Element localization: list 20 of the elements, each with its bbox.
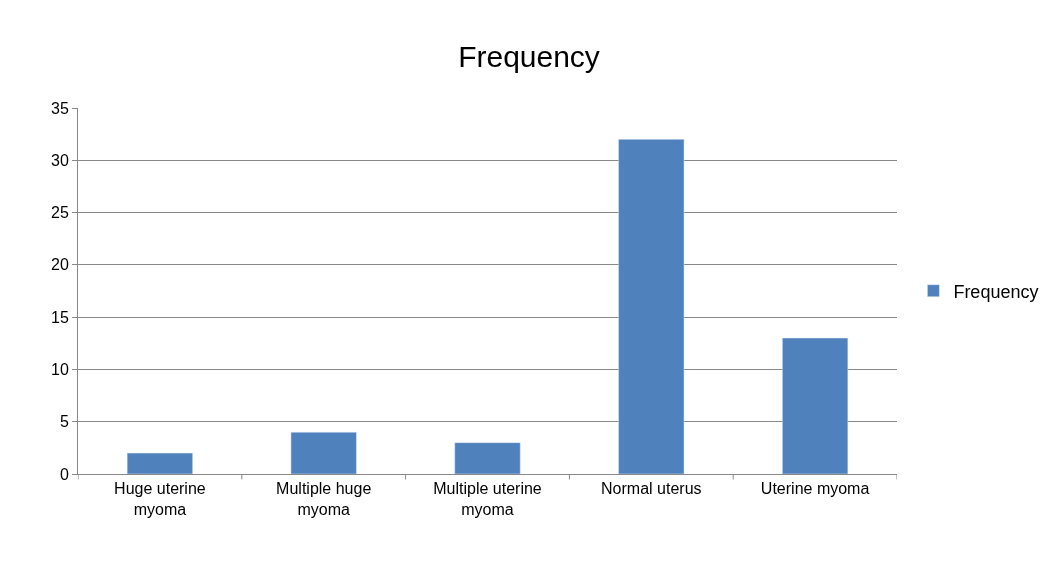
y-tick-label: 35 bbox=[51, 99, 69, 117]
y-tick-label: 25 bbox=[51, 204, 69, 222]
y-tick-label: 30 bbox=[51, 151, 69, 169]
x-tick-label: Normal uterus bbox=[601, 480, 702, 498]
bar bbox=[290, 431, 357, 474]
x-tick-label: Multiple uterine myoma bbox=[433, 480, 542, 518]
y-tick-label: 20 bbox=[51, 256, 69, 274]
y-tick-label: 0 bbox=[59, 465, 69, 483]
y-tick-label: 15 bbox=[51, 308, 69, 326]
x-tick-label: Multiple huge myoma bbox=[276, 480, 372, 518]
bar bbox=[454, 442, 521, 474]
y-tick-label: 5 bbox=[59, 413, 69, 431]
bar bbox=[126, 452, 193, 474]
x-tick-label: Uterine myoma bbox=[760, 480, 870, 498]
legend-label: Frequency bbox=[953, 281, 1039, 302]
bar bbox=[782, 337, 849, 474]
y-tick-label: 10 bbox=[51, 361, 69, 379]
bar bbox=[618, 139, 685, 474]
x-tick-label: Huge uterine myoma bbox=[114, 480, 206, 518]
chart-title: Frequency bbox=[458, 39, 600, 73]
